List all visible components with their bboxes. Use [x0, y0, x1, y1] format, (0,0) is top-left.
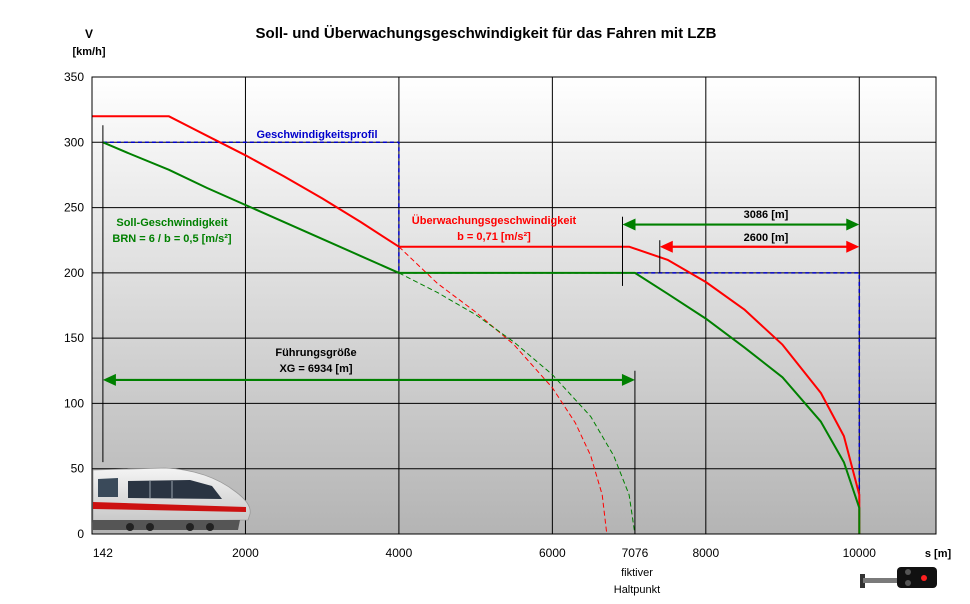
annotation-haltpunkt-line1: fiktiver [621, 567, 653, 579]
series-line-profil [102, 141, 861, 534]
series-line-soll [102, 141, 861, 534]
signal-icon [860, 567, 937, 588]
y-axis-label-symbol: V [85, 27, 93, 41]
annotation-fuehrungsgroesse: Führungsgröße [275, 347, 356, 359]
y-tick-label: 50 [71, 462, 85, 476]
plot-area [92, 77, 936, 534]
x-tick-label: 8000 [692, 546, 719, 560]
x-tick-label: 6000 [539, 546, 566, 560]
arrow-dist_3086 [622, 218, 860, 231]
arrow-layer [102, 218, 860, 386]
y-tick-label: 250 [64, 201, 84, 215]
annotation-distance-3086: 3086 [m] [744, 209, 789, 221]
x-extra-tick-label: 142 [93, 546, 113, 560]
y-tick-label: 300 [64, 135, 84, 149]
series-line-ueberwachung [92, 115, 861, 534]
y-axis-label-unit: [km/h] [73, 46, 106, 58]
series-layer [92, 115, 861, 535]
plot-border [91, 76, 937, 535]
series-line-ueberwachung_fortsetzung [398, 246, 608, 535]
arrow-fuehrung [102, 373, 635, 386]
series-line-soll_fortsetzung [398, 272, 636, 535]
chart-title: Soll- und Überwachungsgeschwindigkeit fü… [256, 25, 717, 42]
annotation-distance-2600: 2600 [m] [744, 232, 789, 244]
tick-labels: 0 50 100 150 200 250 300 350 2000 4000 6000 8000 100… [64, 70, 876, 560]
annotation-geschwindigkeitsprofil: Geschwindigkeitsprofil [256, 129, 377, 141]
annotation-xg-value: XG = 6934 [m] [279, 363, 352, 375]
y-tick-label: 150 [64, 331, 84, 345]
y-tick-label: 100 [64, 396, 84, 410]
y-tick-label: 0 [77, 527, 84, 541]
x-axis-label: s [m] [925, 548, 952, 560]
marker-layer [102, 125, 661, 534]
x-extra-tick-label: 7076 [622, 546, 649, 560]
arrow-dist_2600 [659, 240, 860, 253]
annotation-soll-title: Soll-Geschwindigkeit [116, 217, 228, 229]
x-tick-label: 10000 [843, 546, 877, 560]
annotation-soll-params: BRN = 6 / b = 0,5 [m/s²] [112, 233, 232, 245]
x-tick-label: 4000 [386, 546, 413, 560]
x-tick-label: 2000 [232, 546, 259, 560]
annotation-ueberwachung-params: b = 0,71 [m/s²] [457, 231, 531, 243]
annotation-haltpunkt-line2: Haltpunkt [614, 584, 660, 596]
ice-train-icon [92, 467, 251, 531]
annotation-ueberwachung-title: Überwachungsgeschwindigkeit [412, 214, 577, 227]
y-tick-label: 200 [64, 266, 84, 280]
y-tick-label: 350 [64, 70, 84, 84]
